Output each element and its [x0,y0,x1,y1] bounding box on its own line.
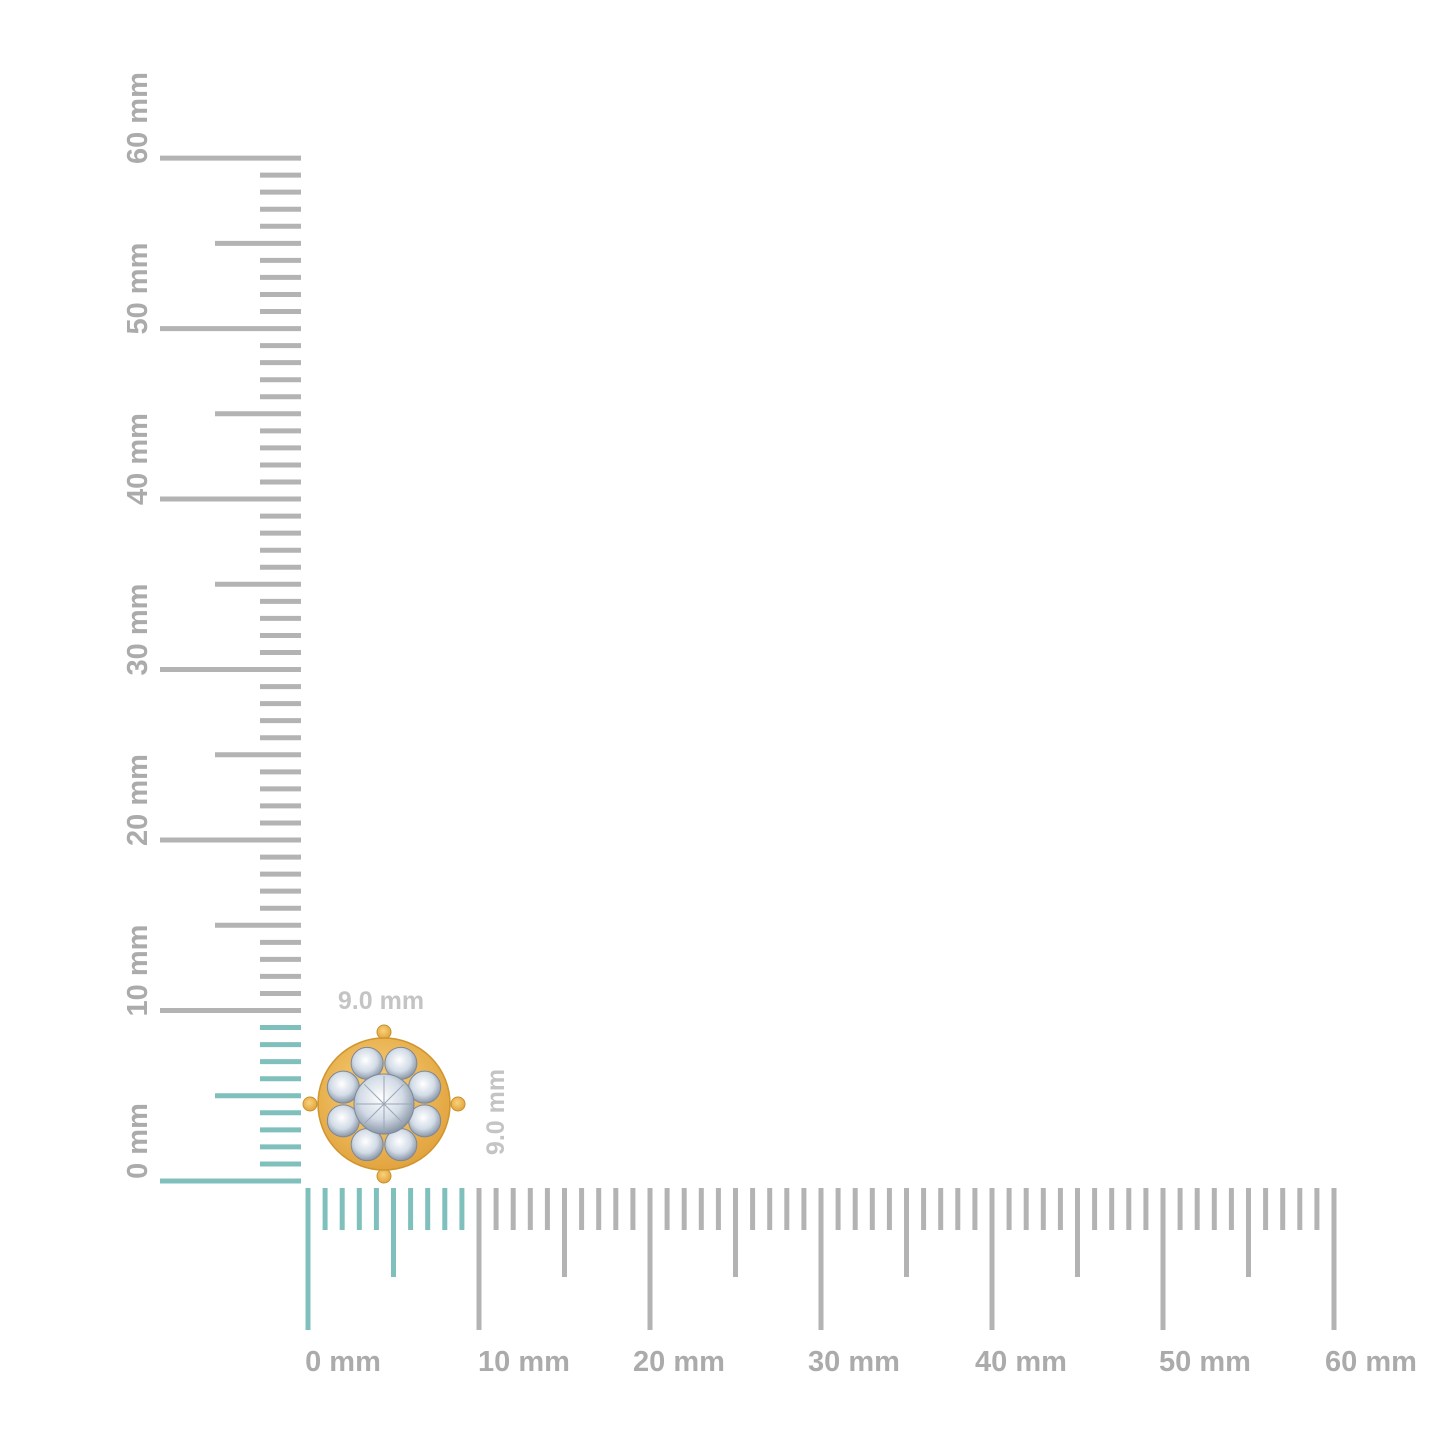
vertical-axis-label: 30 mm [122,584,154,676]
facet-line [363,1103,385,1125]
horizontal-axis-label: 30 mm [808,1346,900,1378]
vertical-axis-label: 10 mm [122,925,154,1017]
vertical-axis-label: 0 mm [122,1103,154,1179]
vertical-ruler [160,155,301,1184]
prong-bead [450,1096,466,1112]
horizontal-axis-label: 10 mm [478,1346,570,1378]
facet-line [383,1103,405,1125]
horizontal-axis-label: 40 mm [975,1346,1067,1378]
vertical-axis-label: 20 mm [122,754,154,846]
horizontal-axis-label: 0 mm [305,1346,381,1378]
vertical-axis-label: 40 mm [122,413,154,505]
facet-line [383,1083,405,1105]
earring-image [302,1024,466,1184]
width-dimension-label: 9.0 mm [338,987,424,1015]
horizontal-axis-label: 60 mm [1325,1346,1417,1378]
horizontal-axis-label: 20 mm [633,1346,725,1378]
vertical-axis-label: 50 mm [122,243,154,335]
horizontal-axis-label: 50 mm [1159,1346,1251,1378]
prong-bead [376,1168,392,1184]
prong-bead [376,1024,392,1040]
horizontal-ruler [305,1188,1337,1330]
prong-bead [302,1096,318,1112]
vertical-axis-label: 60 mm [122,72,154,164]
height-dimension-label: 9.0 mm [482,1069,510,1155]
facet-line [363,1083,385,1105]
